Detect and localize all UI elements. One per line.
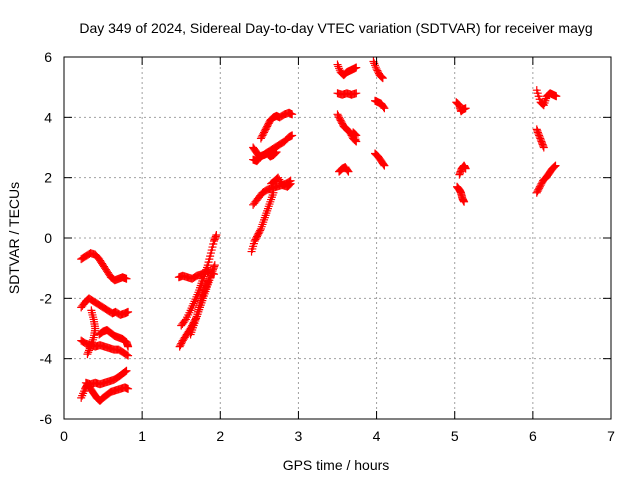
data-point — [380, 161, 389, 170]
data-point — [122, 350, 131, 359]
x-axis-label: GPS time / hours — [283, 457, 390, 473]
x-tick-label: 5 — [451, 428, 459, 444]
data-point — [271, 148, 280, 157]
grid-lines — [64, 57, 611, 419]
data-point — [124, 384, 133, 393]
data-point — [124, 307, 133, 316]
data-point — [343, 166, 352, 175]
x-tick-label: 3 — [295, 428, 303, 444]
data-point — [379, 103, 388, 112]
data-point — [378, 73, 387, 82]
x-axis-ticks: 0 1 2 3 4 5 6 7 — [60, 57, 615, 444]
x-tick-label: 7 — [607, 428, 615, 444]
data-point — [122, 366, 131, 375]
data-point — [333, 60, 342, 69]
data-point — [377, 72, 386, 81]
data-point — [352, 89, 361, 98]
y-axis-ticks: -6 -4 -2 0 2 4 6 — [40, 49, 611, 427]
y-tick-label: 2 — [44, 170, 52, 186]
y-tick-label: 6 — [44, 49, 52, 65]
x-tick-label: 1 — [138, 428, 146, 444]
data-point — [288, 131, 297, 140]
data-point — [461, 164, 470, 173]
data-point — [285, 181, 294, 190]
data-point — [286, 179, 295, 188]
data-point — [371, 61, 380, 70]
data-point — [552, 92, 561, 101]
data-points — [77, 57, 561, 405]
y-tick-label: -2 — [40, 290, 53, 306]
data-point — [379, 160, 388, 169]
x-tick-label: 6 — [529, 428, 537, 444]
data-point — [352, 131, 361, 140]
data-point — [204, 276, 213, 285]
data-point — [256, 226, 265, 235]
data-point — [350, 129, 359, 138]
data-point — [122, 274, 131, 283]
data-point — [210, 261, 219, 270]
data-point — [351, 130, 360, 139]
data-point — [121, 367, 130, 376]
data-point — [285, 180, 294, 189]
data-point — [344, 167, 353, 176]
data-point — [124, 342, 133, 351]
y-axis-label: SDTVAR / TECUs — [6, 182, 22, 294]
data-point — [380, 104, 389, 113]
data-point — [352, 63, 361, 72]
data-point — [539, 143, 548, 152]
data-point — [288, 110, 297, 119]
data-point — [549, 163, 558, 172]
y-tick-label: -6 — [40, 411, 53, 427]
data-point — [84, 348, 93, 357]
data-point — [120, 368, 129, 377]
data-point — [83, 350, 92, 359]
data-point — [371, 63, 380, 72]
data-point — [461, 104, 470, 113]
data-point — [334, 62, 343, 71]
data-point — [551, 161, 560, 170]
x-tick-label: 0 — [60, 428, 68, 444]
data-point — [378, 74, 387, 83]
x-tick-label: 2 — [216, 428, 224, 444]
y-tick-label: -4 — [40, 351, 53, 367]
chart-title: Day 349 of 2024, Sidereal Day-to-day VTE… — [79, 20, 592, 36]
data-point — [460, 197, 469, 206]
y-tick-label: 4 — [44, 109, 52, 125]
data-point — [124, 351, 133, 360]
data-point — [550, 162, 559, 171]
data-point — [270, 149, 279, 158]
x-tick-label: 4 — [373, 428, 381, 444]
data-point — [335, 64, 344, 73]
data-point — [212, 230, 221, 239]
y-tick-label: 0 — [44, 230, 52, 246]
data-point — [272, 148, 281, 157]
